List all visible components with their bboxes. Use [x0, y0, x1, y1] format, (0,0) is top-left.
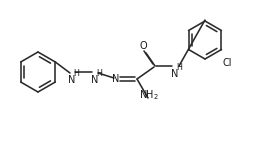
Text: H: H: [176, 62, 182, 71]
Text: N: N: [171, 69, 179, 79]
Text: O: O: [139, 41, 147, 51]
Text: H: H: [96, 69, 102, 78]
Text: N: N: [112, 74, 120, 84]
Text: Cl: Cl: [223, 58, 232, 68]
Text: N: N: [91, 75, 99, 85]
Text: N: N: [68, 75, 76, 85]
Text: H: H: [73, 69, 79, 78]
Text: NH$_2$: NH$_2$: [139, 88, 159, 102]
